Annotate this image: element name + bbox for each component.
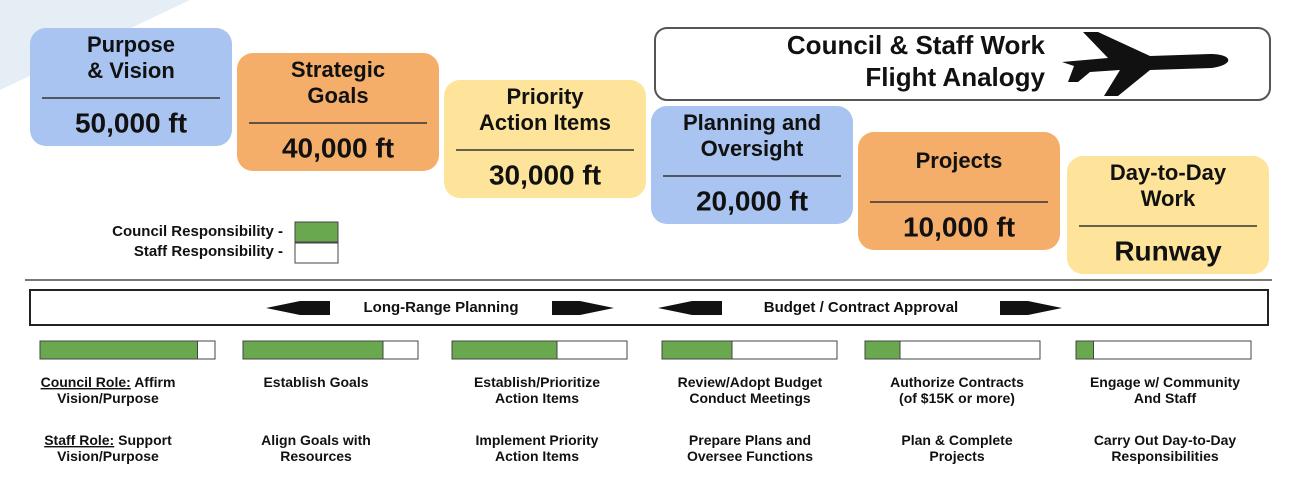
- role-text: Prepare Plans and: [689, 432, 811, 448]
- role-text: Conduct Meetings: [689, 390, 811, 406]
- role-line: Action Items: [495, 390, 579, 406]
- legend-staff: Staff Responsibility -: [134, 243, 283, 260]
- role-text: Vision/Purpose: [57, 390, 159, 406]
- role-text: Staff Role: Support: [44, 432, 172, 448]
- share-bar: [39, 340, 198, 360]
- level-box: [444, 80, 646, 198]
- role-label: Council Role:: [41, 374, 131, 390]
- role-line: Affirm: [134, 374, 175, 390]
- level-title: Work: [1141, 186, 1196, 211]
- level-title: Planning and: [683, 110, 821, 135]
- role-text: Responsibilities: [1111, 448, 1219, 464]
- role-line: Establish/Prioritize: [474, 374, 600, 390]
- level-title: Projects: [916, 148, 1003, 173]
- role-line: Resources: [280, 448, 352, 464]
- role-line: (of $15K or more): [899, 390, 1015, 406]
- level-altitude: 10,000 ft: [903, 211, 1015, 242]
- level-box: [858, 132, 1060, 250]
- role-text: Plan & Complete: [901, 432, 1012, 448]
- role-text: Implement Priority: [476, 432, 599, 448]
- arrow-left: [266, 301, 330, 315]
- role-text: Review/Adopt Budget: [678, 374, 823, 390]
- level-altitude: 30,000 ft: [489, 159, 601, 190]
- role-line: Align Goals with: [261, 432, 371, 448]
- level-title: Action Items: [479, 110, 611, 135]
- role-line: Support: [118, 432, 172, 448]
- role-text: Establish/Prioritize: [474, 374, 600, 390]
- role-text: Resources: [280, 448, 352, 464]
- role-text: Carry Out Day-to-Day: [1094, 432, 1237, 448]
- role-text: Vision/Purpose: [57, 448, 159, 464]
- role-text: Establish Goals: [263, 374, 368, 390]
- role-line: Implement Priority: [476, 432, 599, 448]
- role-line: Responsibilities: [1111, 448, 1219, 464]
- share-bar-bg: [1075, 340, 1252, 360]
- role-label: Staff Role:: [44, 432, 114, 448]
- arrow-left: [658, 301, 722, 315]
- role-line: Establish Goals: [263, 374, 368, 390]
- role-text: Council Role: Affirm: [41, 374, 176, 390]
- role-text: (of $15K or more): [899, 390, 1015, 406]
- level-title: Goals: [307, 83, 368, 108]
- level-box: [237, 53, 439, 171]
- share-bar: [451, 340, 558, 360]
- role-text: Oversee Functions: [687, 448, 813, 464]
- role-text: Authorize Contracts: [890, 374, 1024, 390]
- level-altitude: 20,000 ft: [696, 185, 808, 216]
- share-bar: [242, 340, 384, 360]
- role-line: Action Items: [495, 448, 579, 464]
- role-line: Vision/Purpose: [57, 448, 159, 464]
- banner-label: Long-Range Planning: [364, 299, 519, 316]
- role-line: And Staff: [1134, 390, 1197, 406]
- share-bar: [864, 340, 901, 360]
- arrow-right: [552, 301, 614, 315]
- legend-council-swatch: [294, 221, 339, 243]
- level-title: & Vision: [87, 58, 175, 83]
- role-text: Action Items: [495, 390, 579, 406]
- share-bar: [661, 340, 733, 360]
- role-line: Carry Out Day-to-Day: [1094, 432, 1237, 448]
- arrow-right: [1000, 301, 1062, 315]
- title-line: Flight Analogy: [865, 62, 1045, 92]
- level-box: [651, 106, 853, 224]
- level-title: Oversight: [701, 136, 804, 161]
- role-line: Review/Adopt Budget: [678, 374, 823, 390]
- role-line: Authorize Contracts: [890, 374, 1024, 390]
- title-line: Council & Staff Work: [787, 30, 1046, 60]
- level-title: Priority: [506, 84, 584, 109]
- level-altitude: 50,000 ft: [75, 107, 187, 138]
- role-line: Projects: [929, 448, 984, 464]
- banner-label: Budget / Contract Approval: [764, 299, 958, 316]
- level-altitude: 40,000 ft: [282, 132, 394, 163]
- role-line: Plan & Complete: [901, 432, 1012, 448]
- role-text: Align Goals with: [261, 432, 371, 448]
- role-line: Engage w/ Community: [1090, 374, 1240, 390]
- level-title: Purpose: [87, 32, 175, 57]
- role-text: Engage w/ Community: [1090, 374, 1240, 390]
- role-text: Projects: [929, 448, 984, 464]
- level-box: [30, 28, 232, 146]
- banner-box: [29, 289, 1269, 326]
- role-line: Prepare Plans and: [689, 432, 811, 448]
- role-text: Action Items: [495, 448, 579, 464]
- share-bar: [1075, 340, 1094, 360]
- level-title: Strategic: [291, 57, 385, 82]
- airplane-icon: [1062, 32, 1229, 96]
- role-line: Conduct Meetings: [689, 390, 811, 406]
- role-line: Oversee Functions: [687, 448, 813, 464]
- level-altitude: Runway: [1114, 235, 1222, 266]
- level-box: [1067, 156, 1269, 274]
- legend-staff-swatch: [294, 242, 339, 264]
- legend-council: Council Responsibility -: [112, 223, 283, 240]
- level-title: Day-to-Day: [1110, 160, 1227, 185]
- role-text: And Staff: [1134, 390, 1197, 406]
- role-line: Vision/Purpose: [57, 390, 159, 406]
